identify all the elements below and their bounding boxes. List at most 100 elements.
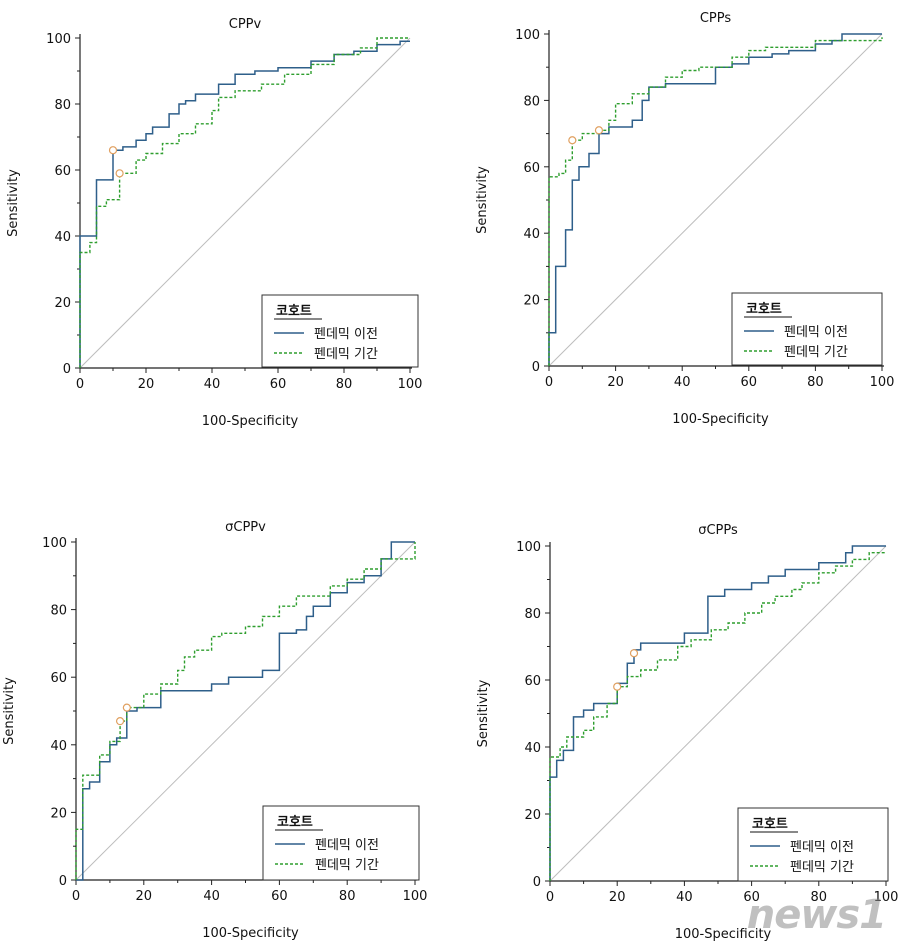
legend-label: 펜데믹 기간	[784, 345, 848, 360]
y-tick-label: 0	[533, 875, 541, 890]
x-axis-label: 100-Specificity	[202, 926, 299, 941]
x-tick-label: 60	[741, 375, 758, 390]
y-tick-label: 80	[524, 607, 541, 622]
legend-label: 펜데믹 이전	[315, 838, 379, 853]
optimal-cutoff-marker	[568, 136, 577, 145]
y-axis-label: Sensitivity	[6, 169, 21, 237]
x-tick-label: 0	[72, 889, 80, 904]
y-tick-label: 20	[523, 294, 540, 309]
legend-box	[262, 805, 420, 881]
legend-title: 코호트	[276, 304, 312, 319]
legend-label: 펜데믹 기간	[314, 347, 378, 362]
roc-series-pre-pandemic	[76, 541, 415, 881]
y-tick-label: 100	[46, 32, 71, 47]
y-tick-label: 0	[532, 360, 540, 375]
x-tick-label: 80	[336, 377, 353, 392]
y-tick-label: 60	[50, 671, 67, 686]
x-tick-label: 20	[136, 889, 153, 904]
legend-label: 펜데믹 기간	[790, 860, 854, 875]
y-tick-label: 80	[50, 604, 67, 619]
legend-box	[737, 807, 889, 882]
x-tick-label: 0	[545, 375, 553, 390]
reference-diagonal	[79, 37, 411, 369]
y-tick-label: 40	[524, 741, 541, 756]
roc-chart-2: CPPs 0 20 40 60 80 100 0 20 40 60 80 100 100-Specific…	[475, 11, 894, 427]
y-tick-label: 40	[54, 230, 71, 245]
legend-title: 코호트	[277, 815, 313, 830]
x-tick-label: 60	[271, 889, 288, 904]
roc-chart-4: σCPPs 0 20 40 60 80 100 0 20 40 60 80 100 100-Specifi…	[476, 523, 898, 942]
x-axis-label: 100-Specificity	[672, 412, 769, 427]
x-tick-label: 60	[743, 890, 760, 905]
x-tick-label: 100	[874, 890, 899, 905]
y-axis-label: Sensitivity	[2, 677, 17, 745]
x-tick-label: 20	[609, 890, 626, 905]
roc-series-pandemic	[548, 37, 883, 366]
legend-label: 펜데믹 기간	[315, 858, 379, 873]
y-axis-label: Sensitivity	[476, 679, 491, 747]
x-axis-label: 100-Specificity	[202, 414, 299, 429]
y-tick-label: 80	[54, 98, 71, 113]
reference-diagonal	[548, 33, 883, 367]
optimal-cutoff-marker	[122, 703, 131, 712]
chart-title: CPPv	[229, 17, 262, 32]
legend-box	[261, 294, 419, 368]
roc-series-pre-pandemic	[79, 40, 410, 368]
optimal-cutoff-marker	[115, 169, 124, 178]
roc-series-pandemic	[79, 37, 410, 368]
y-tick-label: 20	[50, 806, 67, 821]
reference-diagonal	[75, 541, 416, 881]
x-tick-label: 80	[811, 890, 828, 905]
x-tick-label: 80	[339, 889, 356, 904]
x-tick-label: 0	[546, 890, 554, 905]
chart-title: σCPPv	[225, 520, 266, 535]
optimal-cutoff-marker	[629, 649, 639, 658]
x-tick-label: 20	[138, 377, 155, 392]
roc-series-pre-pandemic	[548, 33, 882, 366]
legend-title: 코호트	[752, 817, 788, 832]
y-axis-label: Sensitivity	[475, 166, 490, 234]
legend-title: 코호트	[746, 302, 782, 317]
legend-label: 펜데믹 이전	[314, 327, 378, 342]
x-tick-label: 100	[870, 375, 895, 390]
chart-title: σCPPs	[698, 523, 738, 538]
x-tick-label: 40	[203, 889, 220, 904]
y-tick-label: 0	[63, 362, 71, 377]
x-tick-label: 0	[76, 377, 84, 392]
y-tick-label: 80	[523, 94, 540, 109]
roc-chart-1: CPPv 0 20 40 60 80 100 0 20 40 60 80 100 100-Specific…	[6, 17, 422, 429]
optimal-cutoff-marker	[115, 717, 125, 726]
reference-diagonal	[549, 545, 887, 882]
roc-series-pandemic	[549, 552, 886, 881]
roc-chart-3: σCPPv 0 20 40 60 80 100 0 20 40 60 80 100 100-Specifi…	[2, 520, 427, 941]
roc-series-pandemic	[75, 542, 416, 880]
x-tick-label: 60	[270, 377, 287, 392]
x-tick-label: 40	[204, 377, 221, 392]
optimal-cutoff-marker	[108, 146, 118, 155]
legend-label: 펜데믹 이전	[790, 840, 854, 855]
y-tick-label: 100	[42, 536, 67, 551]
y-tick-label: 100	[516, 540, 541, 555]
y-tick-label: 40	[523, 227, 540, 242]
x-tick-label: 100	[403, 889, 428, 904]
legend-label: 펜데믹 이전	[784, 325, 848, 340]
legend-box	[731, 292, 883, 366]
optimal-cutoff-marker	[594, 126, 604, 135]
chart-title: CPPs	[700, 11, 732, 26]
roc-series-pre-pandemic	[549, 545, 886, 881]
x-axis-label: 100-Specificity	[675, 927, 772, 942]
news1-watermark: news1	[746, 892, 887, 938]
x-tick-label: 100	[398, 377, 423, 392]
y-tick-label: 20	[54, 296, 71, 311]
x-tick-label: 40	[674, 375, 691, 390]
x-tick-label: 80	[807, 375, 824, 390]
y-tick-label: 40	[50, 739, 67, 754]
y-tick-label: 100	[515, 28, 540, 43]
optimal-cutoff-marker	[613, 682, 622, 691]
y-tick-label: 0	[59, 874, 67, 889]
